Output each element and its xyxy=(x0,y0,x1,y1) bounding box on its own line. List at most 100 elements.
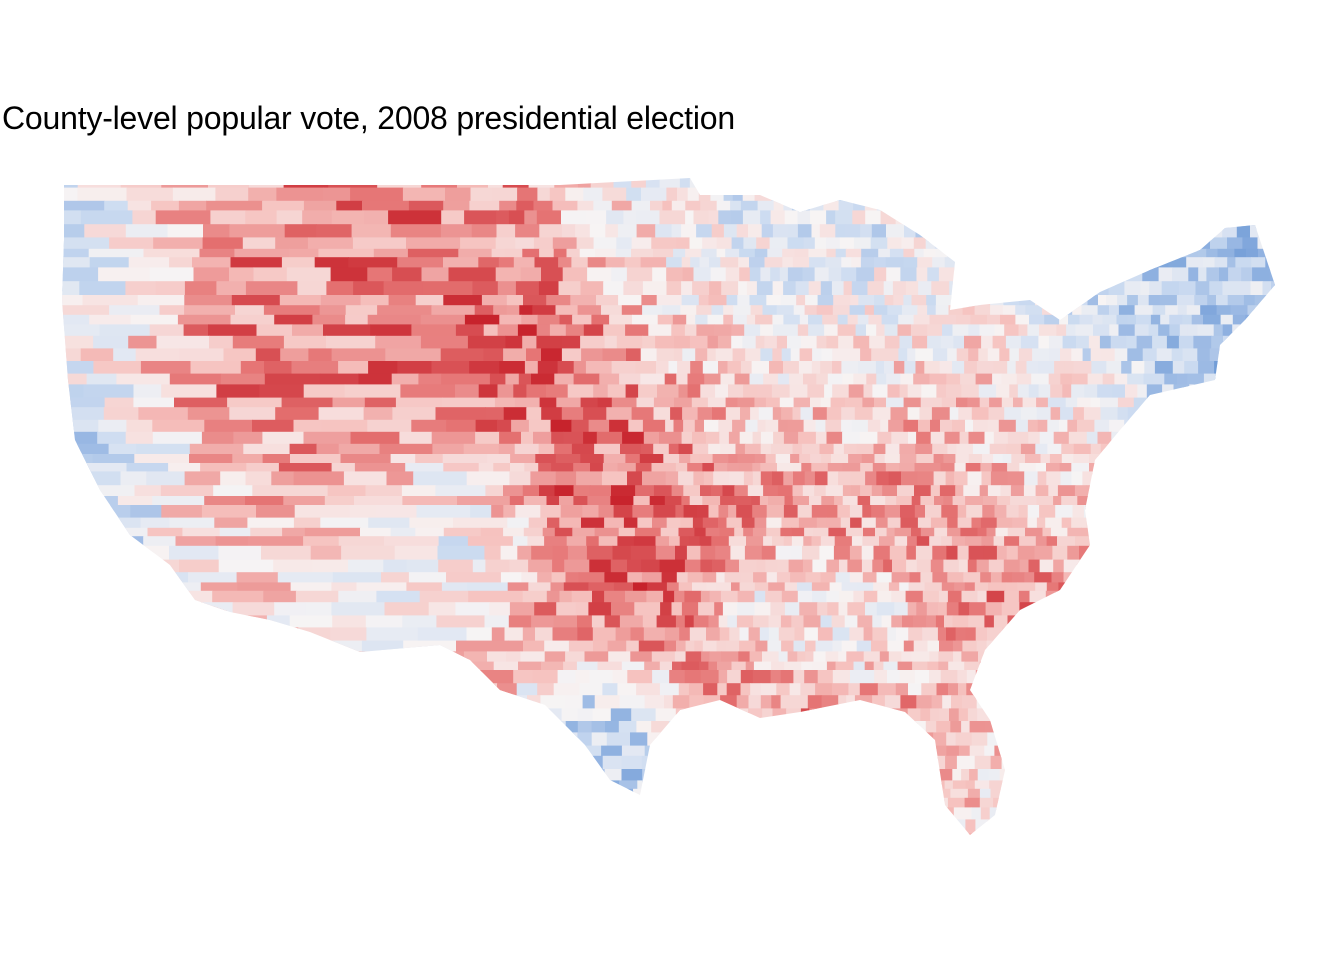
county[interactable] xyxy=(760,443,772,458)
county[interactable] xyxy=(954,463,967,475)
county[interactable] xyxy=(1000,485,1012,499)
county[interactable] xyxy=(704,175,714,192)
county[interactable] xyxy=(1035,842,1050,859)
county[interactable] xyxy=(863,627,873,644)
county[interactable] xyxy=(577,627,594,643)
county[interactable] xyxy=(232,602,275,647)
county[interactable] xyxy=(812,348,822,363)
county[interactable] xyxy=(339,661,371,691)
county[interactable] xyxy=(860,257,875,271)
county[interactable] xyxy=(923,788,940,805)
county[interactable] xyxy=(1225,496,1237,509)
county[interactable] xyxy=(618,527,636,538)
county[interactable] xyxy=(819,545,835,563)
county[interactable] xyxy=(602,755,623,770)
county[interactable] xyxy=(1214,807,1232,824)
county[interactable] xyxy=(1100,443,1117,457)
county[interactable] xyxy=(1007,721,1021,737)
county[interactable] xyxy=(973,210,986,231)
county[interactable] xyxy=(1050,755,1069,772)
county[interactable] xyxy=(858,361,877,378)
county[interactable] xyxy=(694,527,707,542)
county[interactable] xyxy=(379,780,405,809)
county[interactable] xyxy=(884,361,895,381)
county[interactable] xyxy=(1236,187,1253,203)
county[interactable] xyxy=(1228,267,1242,283)
county[interactable] xyxy=(1066,833,1083,845)
county[interactable] xyxy=(454,833,491,849)
county[interactable] xyxy=(871,640,888,654)
county[interactable] xyxy=(1034,572,1053,584)
county[interactable] xyxy=(1193,397,1203,409)
county[interactable] xyxy=(432,788,459,820)
county[interactable] xyxy=(767,819,779,835)
county[interactable] xyxy=(55,545,85,593)
county[interactable] xyxy=(749,267,761,286)
county[interactable] xyxy=(739,559,758,573)
county[interactable] xyxy=(1220,348,1235,363)
county[interactable] xyxy=(1130,248,1141,259)
county[interactable] xyxy=(1155,651,1172,667)
county[interactable] xyxy=(243,661,291,691)
county[interactable] xyxy=(156,661,202,691)
county[interactable] xyxy=(1241,267,1253,288)
county[interactable] xyxy=(1148,324,1159,338)
county[interactable] xyxy=(556,602,577,618)
county[interactable] xyxy=(826,505,839,523)
county[interactable] xyxy=(987,348,1000,365)
county[interactable] xyxy=(812,842,828,859)
county[interactable] xyxy=(815,683,833,698)
county[interactable] xyxy=(524,732,540,748)
county[interactable] xyxy=(913,788,924,803)
county[interactable] xyxy=(1179,640,1190,654)
county[interactable] xyxy=(1053,708,1063,724)
county[interactable] xyxy=(512,536,528,547)
county[interactable] xyxy=(1205,745,1218,759)
county[interactable] xyxy=(683,419,696,435)
county[interactable] xyxy=(721,833,734,843)
county[interactable] xyxy=(887,670,900,688)
county[interactable] xyxy=(1047,419,1060,434)
county[interactable] xyxy=(1083,755,1101,772)
county[interactable] xyxy=(977,769,990,785)
county[interactable] xyxy=(1124,769,1137,784)
county[interactable] xyxy=(509,807,522,826)
county[interactable] xyxy=(720,797,731,814)
county[interactable] xyxy=(944,780,954,792)
county[interactable] xyxy=(681,295,700,307)
county[interactable] xyxy=(864,305,875,316)
county[interactable] xyxy=(514,443,540,458)
county[interactable] xyxy=(728,175,739,191)
county[interactable] xyxy=(552,237,578,250)
county[interactable] xyxy=(1071,517,1088,529)
county[interactable] xyxy=(904,361,917,380)
county[interactable] xyxy=(1272,661,1291,677)
county[interactable] xyxy=(1007,615,1023,629)
county[interactable] xyxy=(1248,559,1267,574)
county[interactable] xyxy=(584,651,609,663)
county[interactable] xyxy=(1121,485,1131,501)
county[interactable] xyxy=(1024,248,1042,258)
county[interactable] xyxy=(683,505,698,521)
county[interactable] xyxy=(1095,640,1108,657)
county[interactable] xyxy=(933,471,947,490)
county[interactable] xyxy=(507,745,521,761)
county[interactable] xyxy=(534,602,557,619)
county[interactable] xyxy=(1272,443,1284,456)
county[interactable] xyxy=(1042,708,1054,725)
county[interactable] xyxy=(1255,745,1274,762)
county[interactable] xyxy=(1122,807,1141,820)
county[interactable] xyxy=(1081,305,1099,317)
county[interactable] xyxy=(1112,384,1126,401)
county[interactable] xyxy=(1264,348,1277,367)
county[interactable] xyxy=(627,670,653,685)
county[interactable] xyxy=(1054,615,1063,632)
county[interactable] xyxy=(104,819,135,843)
county[interactable] xyxy=(1206,175,1219,192)
county[interactable] xyxy=(1236,797,1253,810)
county[interactable] xyxy=(1036,496,1054,507)
county[interactable] xyxy=(666,517,681,532)
county[interactable] xyxy=(821,745,839,760)
county[interactable] xyxy=(852,797,870,814)
county[interactable] xyxy=(1107,496,1121,512)
